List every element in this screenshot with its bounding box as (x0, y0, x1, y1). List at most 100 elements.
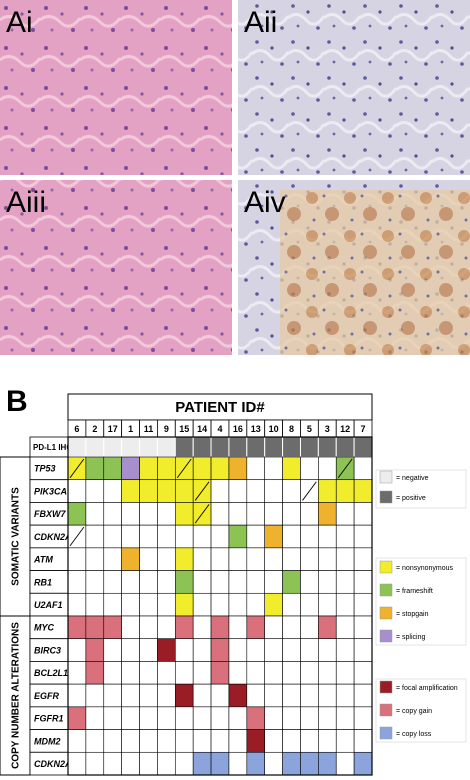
group-label: SOMATIC VARIANTS (11, 487, 22, 586)
pdl1-cell (121, 436, 141, 458)
alteration-cell (157, 615, 176, 640)
alteration-cell (246, 615, 266, 640)
pdl1-cell (264, 436, 284, 458)
alteration-cell (139, 592, 158, 617)
alteration-cell (103, 661, 122, 685)
alteration-cell (264, 638, 283, 662)
alteration-cell (264, 661, 283, 685)
alteration-cell (282, 661, 301, 685)
patient-id: 7 (361, 424, 366, 434)
alteration-cell (174, 592, 194, 617)
alteration-cell (335, 615, 355, 640)
alteration-cell (174, 751, 194, 776)
pdl1-cell (228, 436, 248, 458)
alteration-cell (210, 547, 230, 571)
alteration-cell (85, 729, 105, 753)
alteration-cell (228, 524, 248, 549)
alteration-cell (300, 751, 319, 776)
alteration-cell (282, 615, 301, 640)
alteration-cell (67, 638, 87, 662)
alteration-cell (246, 570, 266, 594)
panel-label: Aii (244, 6, 277, 39)
alteration-cell (174, 638, 194, 662)
alteration-cell (318, 547, 337, 571)
alteration-cell (67, 592, 87, 617)
alteration-cell (121, 547, 140, 571)
alteration-cell (121, 615, 140, 640)
patient-id: 11 (144, 424, 154, 434)
pdl1-cell (210, 436, 230, 458)
legend-swatch (379, 470, 393, 484)
alteration-cell (353, 502, 373, 526)
alteration-cell (85, 547, 105, 571)
patient-id: 14 (197, 424, 207, 434)
alteration-cell (103, 615, 122, 640)
alteration-cell (157, 729, 176, 753)
diagonal-mark (194, 504, 210, 524)
histology-image (0, 0, 232, 175)
legend-swatch (379, 606, 393, 620)
patient-id: 12 (340, 424, 350, 434)
legend-label: = frameshift (396, 588, 433, 595)
gene-label: ATM (33, 555, 53, 565)
alteration-cell (228, 592, 248, 617)
alteration-cell (300, 592, 319, 617)
grid-border (67, 436, 373, 776)
alteration-cell (85, 638, 105, 662)
alteration-cell (103, 524, 122, 549)
alteration-cell (103, 751, 122, 776)
panel-label: Aiv (244, 186, 286, 219)
alteration-cell (335, 706, 355, 730)
alteration-cell (318, 751, 337, 776)
panel-a: Ai Aii Aiii Aiv (0, 0, 470, 355)
alteration-cell (192, 547, 212, 571)
alteration-cell (157, 547, 176, 571)
patient-id: 4 (217, 424, 222, 434)
alteration-cell (85, 592, 105, 617)
gene-label: BIRC3 (34, 645, 61, 655)
alteration-cell (300, 729, 319, 753)
pdl1-cell (246, 436, 266, 458)
panel-label: B (6, 385, 28, 418)
gene-label: U2AF1 (34, 600, 63, 610)
alteration-cell (210, 661, 230, 685)
gene-label: MDM2 (34, 736, 61, 746)
legend-label: = stopgain (396, 611, 429, 618)
alteration-cell (318, 592, 337, 617)
alteration-cell (353, 706, 373, 730)
alteration-cell (282, 729, 301, 753)
alteration-cell (139, 638, 158, 662)
alteration-cell (121, 592, 140, 617)
alteration-cell (228, 661, 248, 685)
alteration-cell (174, 547, 194, 571)
alteration-cell (353, 729, 373, 753)
legend-box (375, 678, 467, 743)
alteration-cell (353, 592, 373, 617)
alteration-cell (264, 592, 283, 617)
legend-swatch (379, 703, 393, 717)
alteration-cell (139, 456, 158, 481)
alteration-cell (282, 456, 301, 481)
alteration-cell (246, 479, 266, 503)
alteration-cell (139, 661, 158, 685)
legend-label: = negative (396, 475, 429, 482)
alteration-cell (174, 729, 194, 753)
alteration-cell (300, 524, 319, 549)
alteration-cell (192, 661, 212, 685)
alteration-cell (67, 706, 87, 730)
alteration-cell (67, 547, 87, 571)
alteration-cell (228, 729, 248, 753)
alteration-cell (282, 547, 301, 571)
alteration-cell (228, 638, 248, 662)
row-label: PD-L1 IHC (33, 443, 72, 452)
alteration-cell (174, 479, 194, 503)
alteration-cell (335, 683, 355, 708)
patient-id: 1 (128, 424, 133, 434)
alteration-cell (246, 706, 266, 730)
alteration-cell (353, 570, 373, 594)
legend-swatch (379, 680, 393, 694)
alteration-cell (264, 479, 283, 503)
patient-id: 9 (164, 424, 169, 434)
alteration-cell (67, 751, 87, 776)
alteration-cell (335, 592, 355, 617)
